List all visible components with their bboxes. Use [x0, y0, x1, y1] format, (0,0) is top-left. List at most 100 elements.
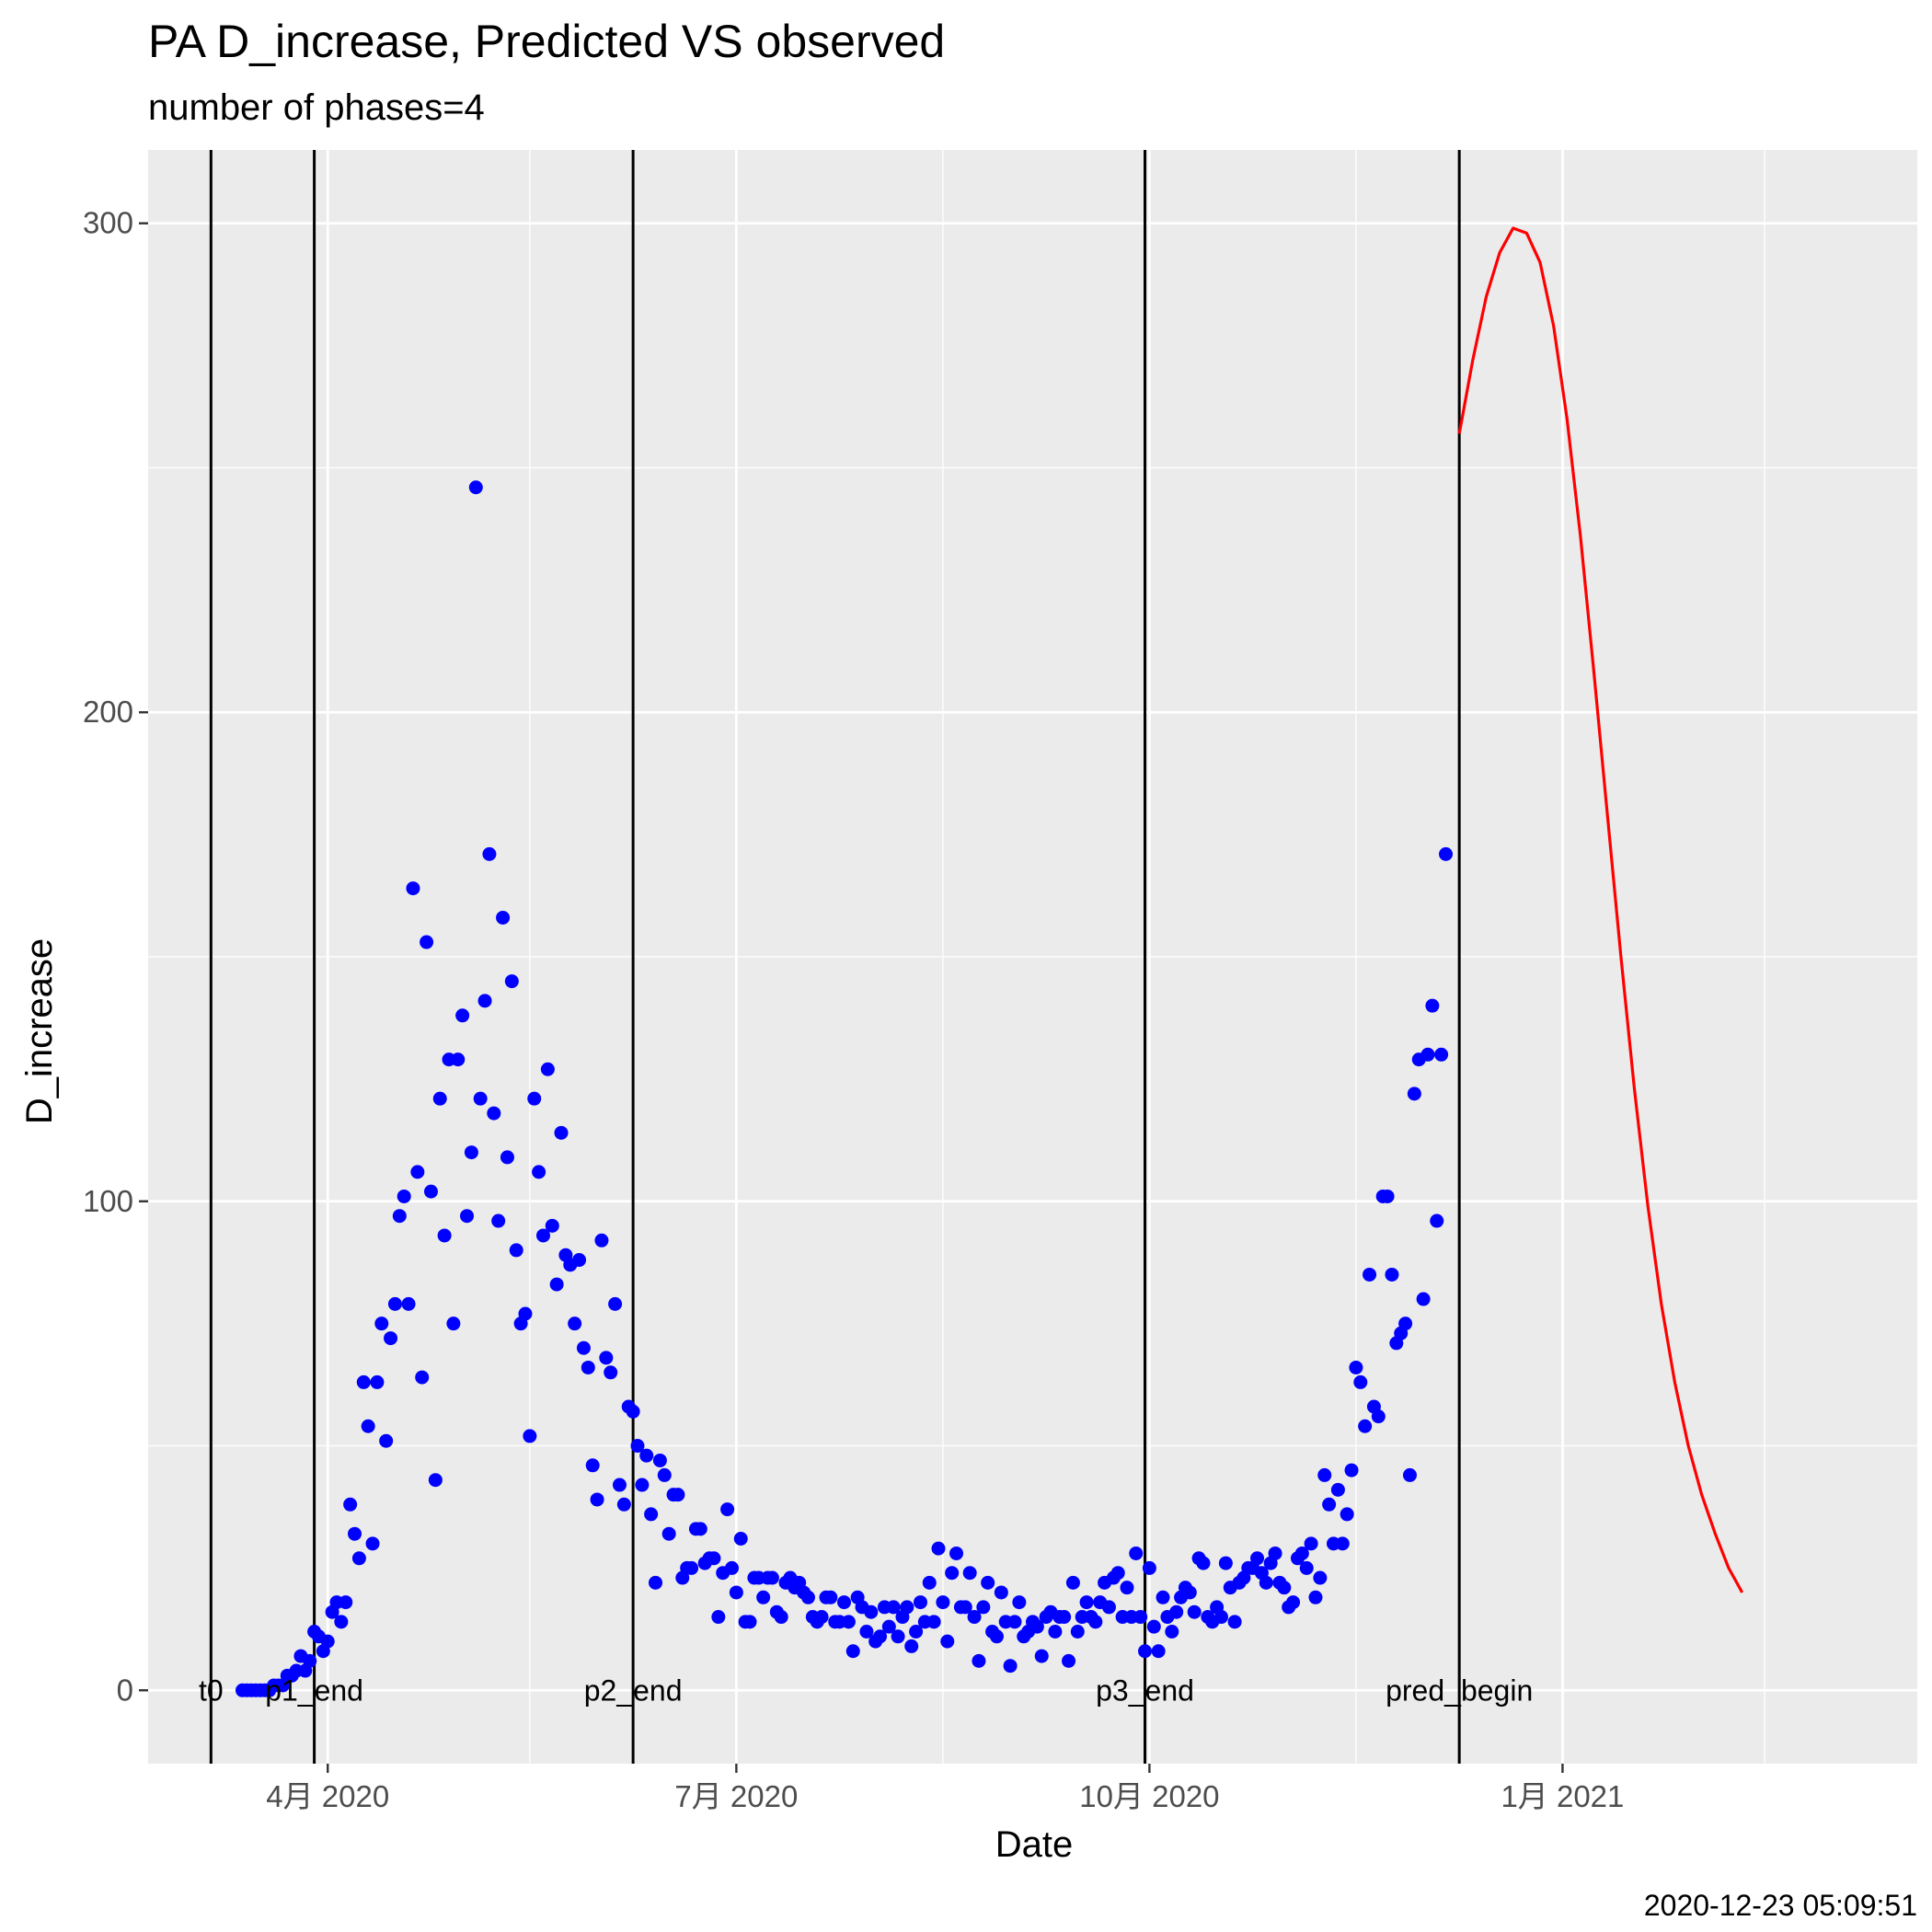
- observed-point: [976, 1600, 991, 1615]
- observed-point: [420, 935, 434, 949]
- observed-point: [1133, 1610, 1148, 1625]
- observed-point: [711, 1610, 726, 1625]
- observed-point: [540, 1062, 555, 1076]
- observed-point: [859, 1624, 874, 1639]
- observed-point: [576, 1340, 591, 1355]
- x-axis-title: Date: [995, 1824, 1074, 1865]
- observed-point: [891, 1629, 905, 1644]
- observed-point: [958, 1600, 972, 1615]
- observed-point: [1029, 1619, 1044, 1634]
- observed-point: [841, 1615, 856, 1629]
- observed-point: [599, 1351, 614, 1365]
- observed-point: [334, 1615, 349, 1629]
- observed-point: [1286, 1595, 1301, 1610]
- observed-point: [1138, 1644, 1153, 1659]
- observed-point: [864, 1604, 879, 1619]
- timestamp: 2020-12-23 05:09:51: [1644, 1889, 1917, 1922]
- observed-point: [949, 1546, 964, 1560]
- observed-point: [487, 1106, 501, 1121]
- observed-point: [756, 1590, 771, 1604]
- observed-point: [1120, 1581, 1134, 1595]
- grid-major: [148, 150, 1917, 1764]
- observed-point: [356, 1374, 371, 1389]
- observed-point: [707, 1551, 721, 1566]
- observed-point: [1227, 1615, 1242, 1629]
- observed-point: [612, 1478, 627, 1492]
- observed-point: [886, 1600, 901, 1615]
- observed-point: [981, 1575, 995, 1590]
- observed-point: [532, 1165, 546, 1179]
- observed-point: [361, 1419, 375, 1433]
- observed-point: [410, 1165, 425, 1179]
- observed-point: [491, 1213, 506, 1228]
- observed-point: [931, 1541, 946, 1556]
- observed-point: [518, 1306, 533, 1321]
- observed-point: [468, 480, 483, 495]
- observed-point: [649, 1575, 663, 1590]
- observed-point: [1218, 1556, 1233, 1570]
- observed-point: [630, 1439, 645, 1454]
- observed-point: [1299, 1560, 1314, 1575]
- observed-point: [635, 1478, 650, 1492]
- observed-point: [837, 1595, 852, 1610]
- observed-point: [657, 1467, 672, 1482]
- observed-point: [568, 1317, 582, 1331]
- observed-point: [1416, 1292, 1431, 1306]
- observed-point: [1187, 1604, 1202, 1619]
- observed-point: [1048, 1624, 1063, 1639]
- x-tick-label: 4月 2020: [266, 1779, 389, 1813]
- observed-point: [626, 1404, 640, 1419]
- phase-lines: [209, 150, 1461, 1764]
- observed-point: [693, 1522, 707, 1536]
- observed-point: [900, 1600, 914, 1615]
- observed-point: [496, 910, 511, 925]
- observed-point: [881, 1619, 896, 1634]
- observed-point: [1079, 1595, 1094, 1610]
- observed-point: [351, 1551, 366, 1566]
- observed-point: [1156, 1590, 1170, 1604]
- observed-point: [765, 1570, 779, 1585]
- observed-point: [415, 1370, 430, 1385]
- predicted-series: [1457, 226, 1744, 1593]
- observed-point: [639, 1448, 654, 1463]
- observed-point: [604, 1365, 618, 1380]
- observed-point: [814, 1610, 829, 1625]
- y-tick-label: 300: [83, 206, 133, 240]
- observed-point: [374, 1317, 389, 1331]
- observed-point: [926, 1615, 941, 1629]
- observed-point: [365, 1536, 380, 1551]
- vline-label-t0: t0: [199, 1673, 224, 1707]
- y-axis-title: D_increase: [19, 938, 60, 1124]
- observed-point: [1277, 1581, 1292, 1595]
- observed-point: [1142, 1560, 1156, 1575]
- observed-point: [720, 1502, 735, 1517]
- observed-point: [527, 1091, 542, 1106]
- observed-point: [945, 1566, 960, 1581]
- observed-point: [1007, 1615, 1022, 1629]
- x-tick-label: 1月 2021: [1501, 1779, 1624, 1813]
- observed-point: [1330, 1482, 1345, 1497]
- observed-point: [1294, 1546, 1309, 1560]
- observed-point: [397, 1189, 411, 1203]
- observed-point: [823, 1590, 838, 1604]
- observed-point: [1070, 1624, 1085, 1639]
- observed-point: [904, 1639, 919, 1653]
- observed-point: [1371, 1409, 1386, 1424]
- observed-point: [545, 1218, 559, 1233]
- y-tick-label: 0: [117, 1673, 133, 1707]
- observed-point: [1425, 998, 1440, 1013]
- chart-subtitle: number of phases=4: [148, 87, 485, 128]
- observed-point: [845, 1644, 860, 1659]
- observed-point: [1196, 1556, 1211, 1570]
- observed-point: [1151, 1644, 1166, 1659]
- observed-point: [742, 1615, 757, 1629]
- observed-point: [1057, 1610, 1072, 1625]
- observed-point: [608, 1296, 623, 1311]
- observed-point: [724, 1560, 739, 1575]
- observed-point: [1420, 1047, 1435, 1062]
- observed-point: [1012, 1595, 1027, 1610]
- observed-point: [1110, 1566, 1125, 1581]
- observed-point: [616, 1497, 631, 1512]
- observed-point: [1268, 1546, 1282, 1560]
- observed-point: [644, 1507, 659, 1522]
